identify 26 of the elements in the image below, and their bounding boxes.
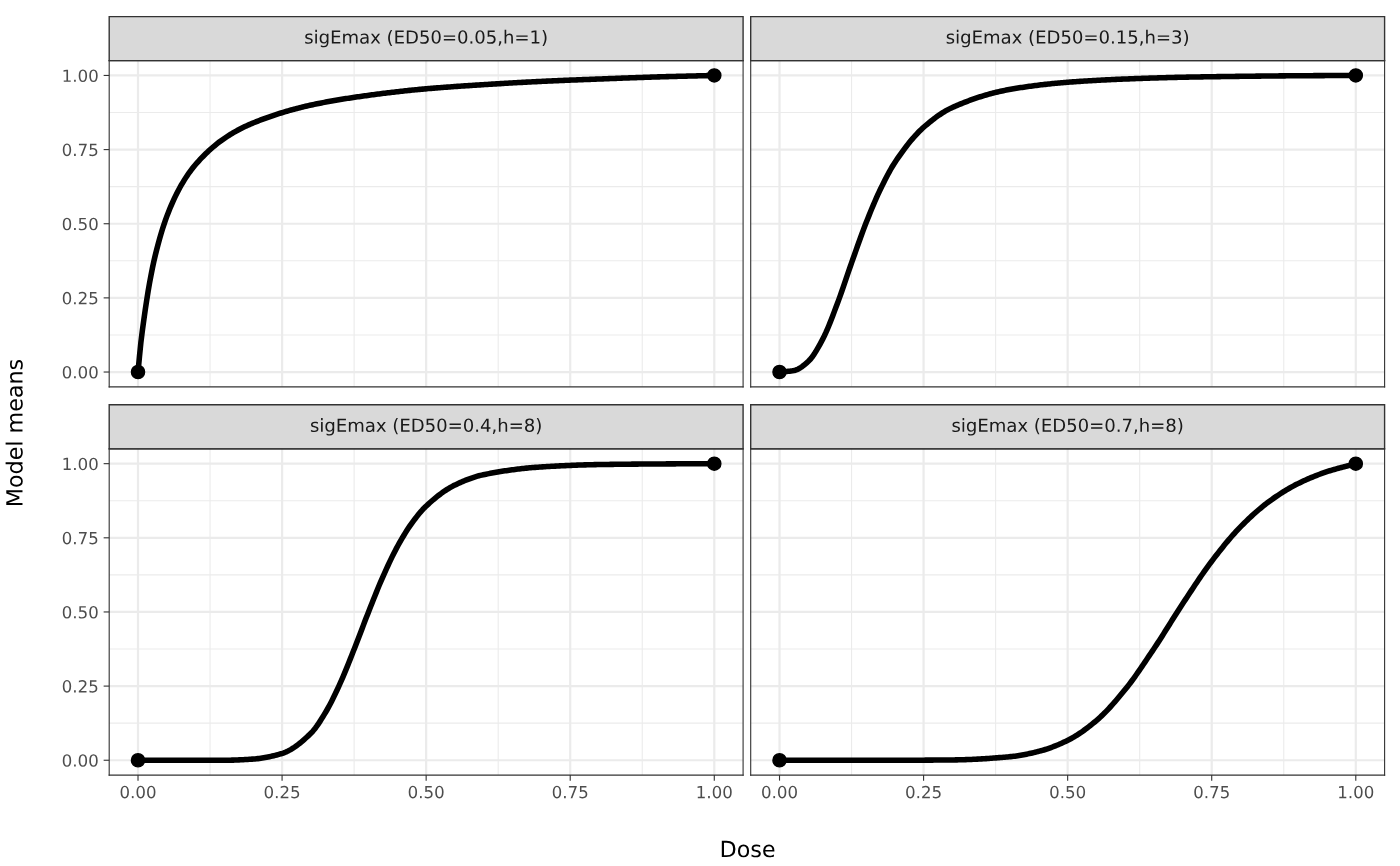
chart-title: sigEmax (ED50=0.15,h=3) <box>946 29 1189 48</box>
chart-title: sigEmax (ED50=0.4,h=8) <box>310 418 541 436</box>
x-tick-label: 0.25 <box>906 785 941 799</box>
x-tick-label: 1.00 <box>1339 785 1374 799</box>
y-tick-label: 0.25 <box>62 291 98 305</box>
x-tick-label: 0.50 <box>1050 785 1086 799</box>
x-tick-label: 0.75 <box>552 785 588 799</box>
y-tick-label: 0.00 <box>62 754 98 767</box>
x-tick-label: 0.50 <box>408 785 444 799</box>
y-axis-title: Model means <box>5 359 23 506</box>
chart-title: sigEmax (ED50=0.7,h=8) <box>952 418 1183 436</box>
y-tick-label: 0.00 <box>62 365 98 379</box>
x-axis-title: Dose <box>721 840 775 858</box>
y-tick-label: 0.75 <box>62 531 98 545</box>
chart-title: sigEmax (ED50=0.05,h=1) <box>305 29 547 48</box>
x-tick-label: 1.00 <box>697 785 732 799</box>
x-tick-label: 0.00 <box>762 785 797 799</box>
x-tick-label: 0.25 <box>264 785 300 799</box>
y-tick-label: 0.75 <box>62 143 98 157</box>
x-tick-label: 0.00 <box>120 785 156 799</box>
y-tick-label: 1.00 <box>63 457 98 471</box>
y-tick-label: 0.50 <box>62 217 98 231</box>
y-tick-label: 1.00 <box>63 69 98 83</box>
y-tick-label: 0.50 <box>62 605 98 619</box>
x-tick-label: 0.75 <box>1194 785 1229 799</box>
y-tick-label: 0.25 <box>62 680 98 693</box>
